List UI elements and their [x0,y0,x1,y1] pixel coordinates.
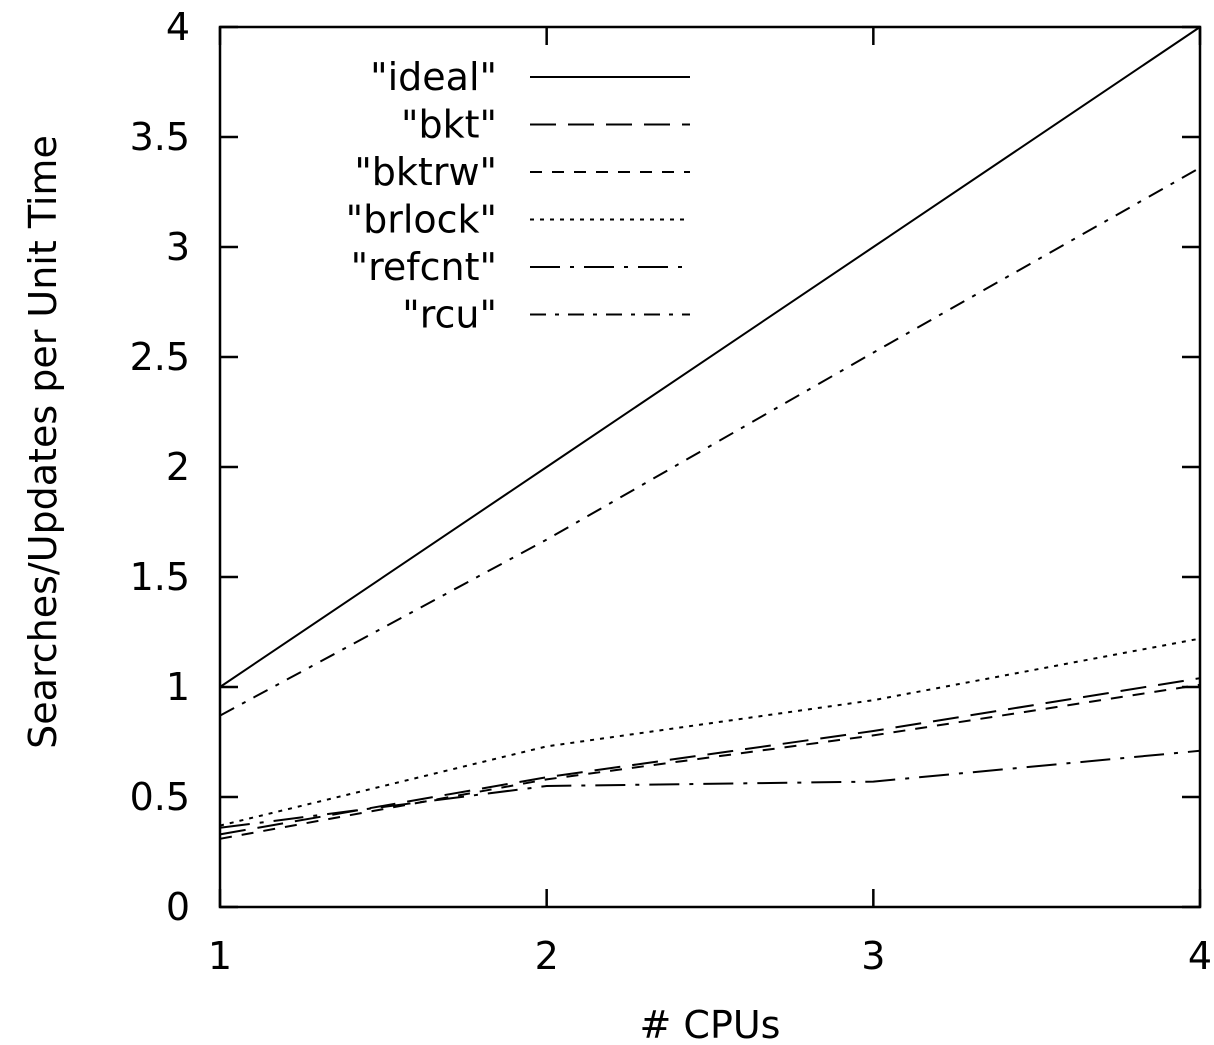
y-tick-label: 3.5 [130,115,190,159]
series-line-refcnt [219,749,1201,829]
series-line-bkt [219,677,1201,836]
series-line-ideal [219,26,1201,688]
x-axis-label: # CPUs [640,1003,781,1045]
y-tick-label: 1 [166,665,190,709]
tick-labels: 0 0.5 1 1.5 2 2.5 3 3.5 4 1 2 3 4 [130,5,1213,978]
legend-label-rcu: "rcu" [402,293,497,337]
legend: "ideal""bkt""bktrw""brlock""refcnt""rcu" [346,55,690,337]
y-tick-label: 3 [166,225,190,269]
series-line-bktrw [219,683,1201,840]
legend-label-brlock: "brlock" [346,198,497,242]
x-tick-label: 4 [1188,934,1212,978]
y-tick-label: 2 [166,445,190,489]
legend-label-refcnt: "refcnt" [351,245,497,289]
x-tick-label: 1 [208,934,232,978]
legend-label-bkt: "bkt" [401,103,497,147]
y-tick-label: 4 [166,5,190,49]
x-tick-label: 2 [535,934,559,978]
y-tick-label: 1.5 [130,555,190,599]
series-line-rcu [219,166,1201,717]
series-layer [219,26,1201,840]
y-tick-label: 2.5 [130,335,190,379]
x-tick-label: 3 [861,934,885,978]
y-tick-label: 0 [166,885,190,929]
plot-frame [218,25,1202,909]
legend-label-bktrw: "bktrw" [354,150,497,194]
legend-label-ideal: "ideal" [370,55,497,99]
series-line-brlock [219,637,1201,827]
y-axis-label: Searches/Updates per Unit Time [21,135,65,749]
y-tick-label: 0.5 [130,775,190,819]
